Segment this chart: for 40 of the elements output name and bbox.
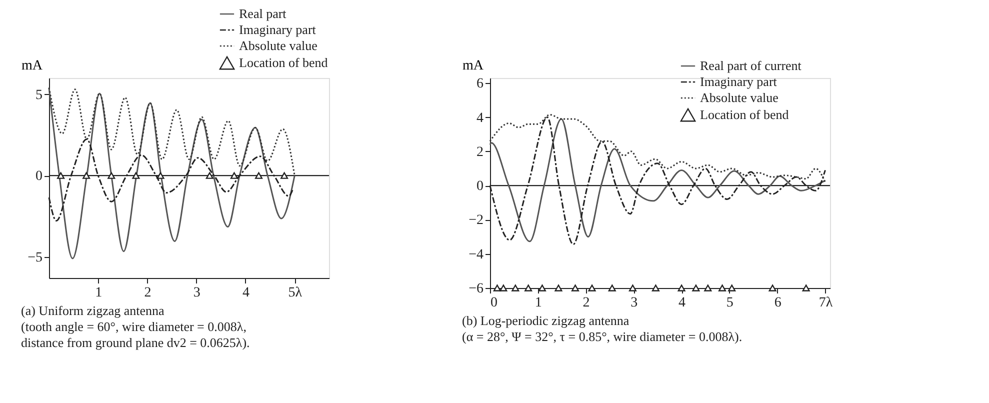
legend-label: Location of bend — [239, 55, 328, 70]
x-tick-label: 1 — [95, 286, 102, 300]
x-tick-label: 2 — [144, 286, 152, 300]
y-tick-label: −2 — [468, 213, 484, 228]
y-axis-title: mA — [462, 58, 484, 74]
x-tick-label: 4 — [678, 296, 686, 310]
y-tick-label: 2 — [476, 144, 484, 160]
text: (b) Log-periodic zigzag antenna — [462, 313, 630, 328]
line-series — [48, 87, 296, 176]
legend-label: Absolute value — [239, 38, 318, 53]
legend-label: Real part — [239, 6, 287, 21]
text: (α = 28°, Ψ = 32°, τ = 0.85°, wire diameter = 0.008λ). — [462, 329, 742, 344]
legend-label: Location of bend — [700, 107, 790, 122]
y-axis-title: mA — [22, 58, 44, 74]
text: (a) Uniform zigzag antenna — [21, 303, 165, 318]
x-tick-label: 5λ — [288, 286, 302, 300]
x-tick-label: 7λ — [818, 296, 833, 310]
y-tick-label: 0 — [476, 179, 484, 194]
line-series — [48, 87, 296, 260]
x-tick-label: 3 — [630, 296, 638, 310]
y-tick-label: −6 — [468, 282, 484, 296]
text: distance from ground plane dv2 = 0.0625λ). — [21, 335, 250, 350]
x-tick-label: 0 — [490, 296, 498, 310]
x-tick-label: 1 — [534, 296, 542, 310]
legend-label: Absolute value — [700, 90, 779, 105]
y-tick-label: 4 — [476, 110, 484, 126]
x-tick-label: 2 — [582, 296, 590, 310]
text: (tooth angle = 60°, wire diameter = 0.008λ, — [21, 319, 246, 334]
legend-label: Real part of current — [700, 58, 802, 73]
x-tick-label: 6 — [774, 296, 782, 310]
y-tick-label: −4 — [468, 247, 484, 262]
x-tick-label: 4 — [242, 286, 250, 300]
legend-label: Imaginary part — [700, 74, 778, 89]
legend-label: Imaginary part — [239, 22, 316, 37]
x-tick-label: 5 — [726, 296, 734, 310]
x-tick-label: 3 — [193, 286, 200, 300]
y-tick-label: 5 — [36, 88, 42, 103]
y-tick-label: 6 — [476, 76, 484, 92]
y-tick-label: −5 — [28, 250, 42, 266]
y-tick-label: 0 — [36, 169, 42, 184]
